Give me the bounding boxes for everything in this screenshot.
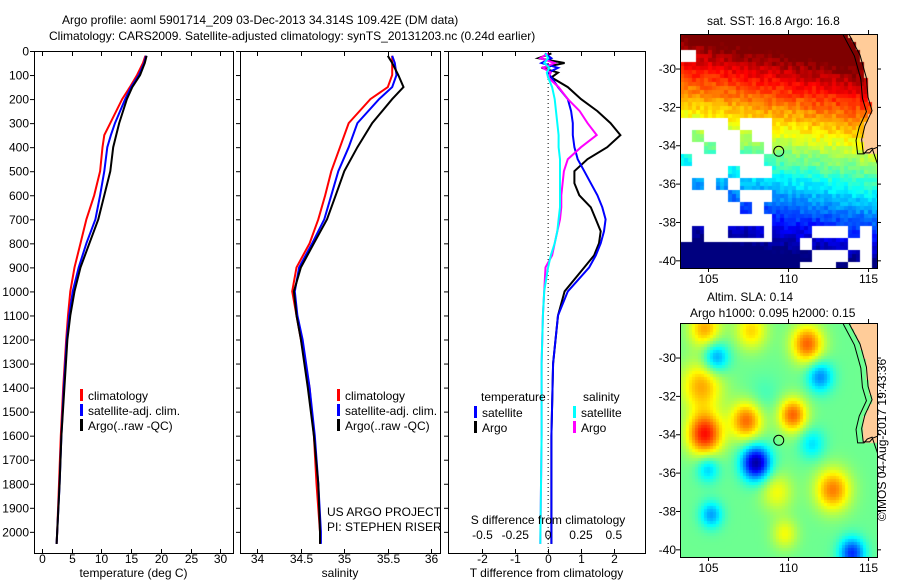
- x-tick-label: 0: [545, 552, 552, 566]
- s-tick-label: 0: [545, 528, 552, 542]
- legend-swatch: [474, 406, 477, 418]
- s-tick-label: 0.25: [569, 528, 593, 542]
- legend-label: Argo(..raw -QC): [88, 419, 173, 433]
- x-tick-label: 5: [69, 552, 76, 566]
- x-axis-label: temperature (deg C): [79, 566, 187, 580]
- series-line-temperature-argo: [534, 52, 622, 544]
- sst-map-title: sat. SST: 16.8 Argo: 16.8: [707, 14, 840, 28]
- x-tick-label: 0: [39, 552, 46, 566]
- series-line-argo-raw-qc-: [55, 55, 148, 544]
- plot-title-line2: Climatology: CARS2009. Satellite-adjuste…: [49, 29, 536, 43]
- y-tick-label: 1500: [2, 405, 29, 419]
- legend-label: satellite: [581, 406, 622, 420]
- panel-frame: [34, 51, 234, 554]
- panel-frame: [240, 51, 441, 554]
- legend-swatch: [80, 419, 83, 431]
- x-tick-label: 35: [338, 552, 352, 566]
- y-tick-label: 0: [22, 45, 29, 59]
- x-tick-label: 25: [185, 552, 199, 566]
- legend-label: satellite-adj. clim.: [88, 404, 180, 418]
- plot-title-line1: Argo profile: aoml 5901714_209 03-Dec-20…: [62, 13, 459, 27]
- y-tick-label: 1600: [2, 429, 29, 443]
- x-tick-label: 20: [155, 552, 169, 566]
- x-tick-label: 1: [578, 552, 585, 566]
- s-tick-label: -0.5: [472, 528, 493, 542]
- legend-label: Argo: [581, 421, 607, 435]
- series-line-temperature-satellite: [538, 52, 607, 544]
- legend-swatch: [573, 406, 576, 418]
- legend-swatch: [337, 404, 340, 416]
- series-line-climatology: [291, 55, 394, 544]
- y-tick-label: 1200: [2, 333, 29, 347]
- y-tick-label: 300: [9, 117, 29, 131]
- y-tick-label: 400: [9, 141, 29, 155]
- legend-swatch: [80, 404, 83, 416]
- series-line-satellite-adj-clim-: [293, 55, 398, 544]
- x-tick-label: 30: [214, 552, 228, 566]
- legend-label: Argo(..raw -QC): [345, 419, 430, 433]
- legend-swatch: [337, 419, 340, 431]
- pi-annotation: PI: STEPHEN RISER: [327, 520, 442, 534]
- x-tick-label: -1: [510, 552, 521, 566]
- legend-label: satellite: [482, 406, 523, 420]
- y-tick-label: 1100: [3, 309, 29, 323]
- y-tick-label: 1800: [2, 477, 29, 491]
- y-tick-label: 800: [9, 237, 29, 251]
- y-tick-label: 700: [9, 213, 29, 227]
- legend-label: satellite-adj. clim.: [345, 404, 437, 418]
- x-axis-label: salinity: [322, 566, 359, 580]
- s-tick-label: 0.5: [605, 528, 622, 542]
- x-tick-label: 2: [611, 552, 618, 566]
- x-tick-label: 10: [95, 552, 109, 566]
- y-tick-label: 1000: [2, 285, 29, 299]
- series-line-climatology: [55, 55, 147, 544]
- x-tick-label: 35.5: [377, 552, 401, 566]
- legend-label: climatology: [88, 389, 148, 403]
- series-line-argo-raw-qc-: [292, 55, 405, 544]
- x-tick-label: 15: [125, 552, 139, 566]
- x-tick-label: -2: [477, 552, 488, 566]
- series-line-salinity-satellite: [539, 52, 561, 544]
- panel-frame: [448, 51, 646, 554]
- series-line-salinity-argo: [537, 52, 599, 544]
- imos-credit: ©IMOS 04-Aug-2017 19:43:36: [875, 358, 889, 522]
- y-tick-label: 1400: [2, 381, 29, 395]
- s-tick-label: -0.25: [502, 528, 530, 542]
- legend-swatch: [474, 421, 477, 433]
- legend-label: climatology: [345, 389, 405, 403]
- y-tick-label: 2000: [2, 525, 29, 539]
- legend-label: Argo: [482, 421, 508, 435]
- legend-heading-temperature: temperature: [481, 390, 546, 404]
- y-tick-label: 600: [9, 189, 29, 203]
- sst-map: [680, 34, 877, 268]
- project-annotation: US ARGO PROJECT: [327, 505, 442, 519]
- legend-heading-salinity: salinity: [583, 390, 620, 404]
- y-tick-label: 500: [9, 165, 29, 179]
- y-tick-label: 1700: [2, 453, 29, 467]
- x-tick-label: 34.5: [290, 552, 314, 566]
- legend-swatch: [573, 421, 576, 433]
- sla-map-title-line2: Argo h1000: 0.095 h2000: 0.15: [690, 306, 856, 320]
- legend-swatch: [80, 389, 83, 401]
- sla-map-title-line1: Altim. SLA: 0.14: [707, 290, 794, 304]
- y-tick-label: 100: [9, 69, 29, 83]
- y-tick-label: 900: [9, 261, 29, 275]
- s-axis-label: S difference from climatology: [471, 513, 626, 527]
- y-tick-label: 1900: [2, 501, 29, 515]
- y-tick-label: 1300: [2, 357, 29, 371]
- x-axis-label: T difference from climatology: [470, 566, 624, 580]
- y-tick-label: 200: [9, 93, 29, 107]
- x-tick-label: 36: [425, 552, 439, 566]
- x-tick-label: 34: [251, 552, 265, 566]
- sla-map: [680, 323, 877, 557]
- legend-swatch: [337, 389, 340, 401]
